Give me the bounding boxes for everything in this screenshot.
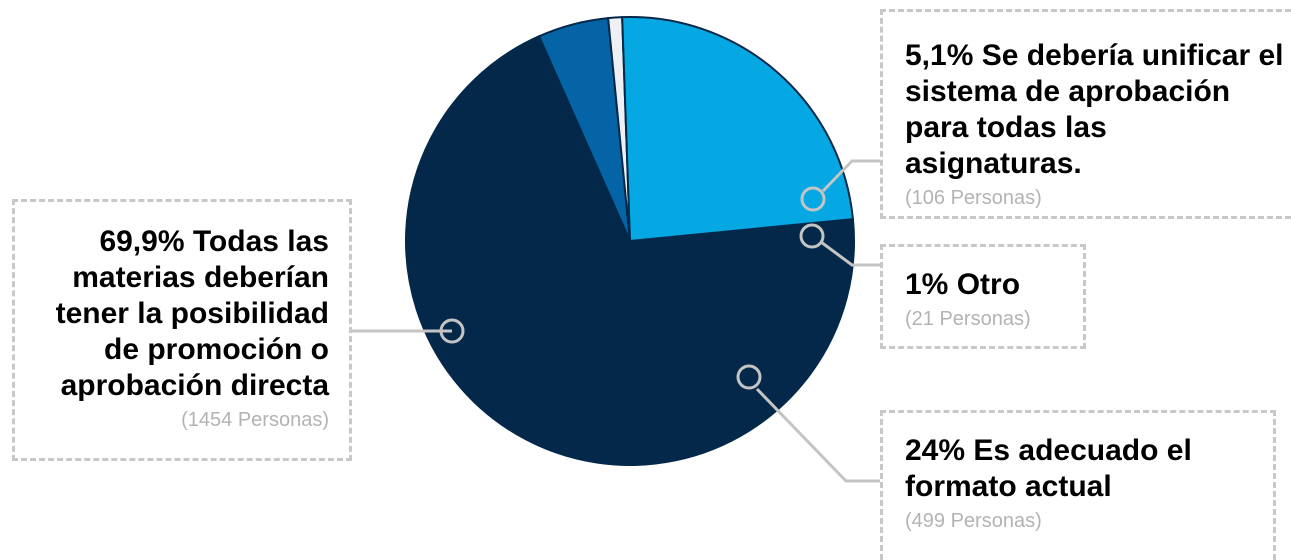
slice-count-main: (1454 Personas) bbox=[181, 409, 329, 431]
slice-label-adecuado: 24% Es adecuado el formato actual bbox=[905, 434, 1192, 503]
pie-chart bbox=[352, 16, 880, 483]
slice-adecuado bbox=[621, 16, 855, 243]
slice-count-adecuado: (499 Personas) bbox=[905, 510, 1042, 532]
leader-line-adecuado bbox=[755, 387, 880, 483]
slice-count-otro: (21 Personas) bbox=[905, 308, 1031, 330]
leader-line-unify bbox=[821, 159, 880, 193]
callout-otro: 1% Otro (21 Personas) bbox=[880, 244, 1086, 349]
leader-marker-unify bbox=[800, 186, 826, 212]
leader-lines bbox=[352, 159, 880, 483]
callout-main: 69,9% Todas las materias deberían tener … bbox=[12, 199, 352, 461]
slice-label-unify: 5,1% Se debería unificar el sistema de a… bbox=[905, 39, 1284, 180]
slice-label-main: 69,9% Todas las materias deberían tener … bbox=[55, 225, 329, 402]
pie-slices bbox=[405, 16, 855, 466]
leader-line-otro bbox=[820, 240, 880, 267]
slice-count-unify: (106 Personas) bbox=[905, 187, 1042, 209]
leader-marker-otro bbox=[799, 223, 825, 249]
slice-label-otro: 1% Otro bbox=[905, 268, 1021, 301]
callout-adecuado: 24% Es adecuado el formato actual (499 P… bbox=[880, 410, 1276, 560]
leader-marker-main bbox=[439, 318, 465, 344]
slice-todas bbox=[405, 34, 855, 466]
callout-unify: 5,1% Se debería unificar el sistema de a… bbox=[880, 9, 1291, 219]
leader-marker-adecuado bbox=[736, 364, 762, 390]
